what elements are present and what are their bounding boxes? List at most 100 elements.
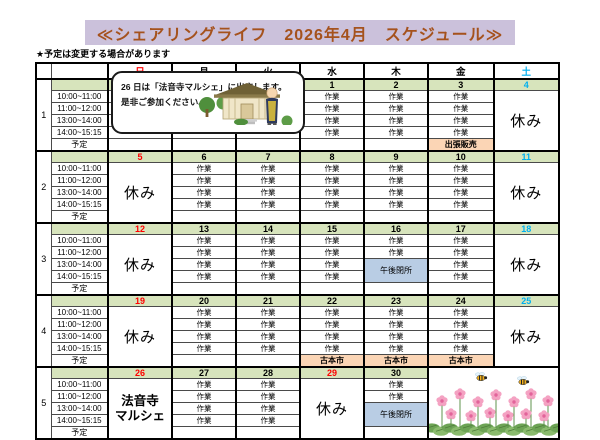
work-cell: 作業 xyxy=(171,414,237,427)
bubble-text-line1: 26 日は「法音寺マルシェ」に出店します。 xyxy=(121,82,287,92)
work-cell: 作業 xyxy=(299,306,365,319)
work-cell: 作業 xyxy=(299,90,365,103)
plan-row-label: 予定 xyxy=(50,138,109,152)
work-cell: 作業 xyxy=(363,162,429,175)
week-number: 4 xyxy=(35,294,52,368)
date-cell: 28 xyxy=(235,366,301,379)
date-cell: 13 xyxy=(171,222,237,235)
work-cell: 作業 xyxy=(427,198,494,211)
plan-empty-cell xyxy=(363,426,429,440)
page-title: ≪シェアリングライフ 2026年4月 スケジュール≫ xyxy=(85,20,515,45)
time-slot-label: 10:00~11:00 xyxy=(50,162,109,175)
work-cell: 作業 xyxy=(427,330,494,343)
work-cell: 作業 xyxy=(427,174,494,187)
time-slot-label: 14:00~15:15 xyxy=(50,126,109,139)
work-cell: 作業 xyxy=(235,306,301,319)
work-cell: 作業 xyxy=(299,258,365,271)
work-cell: 作業 xyxy=(235,414,301,427)
date-cell: 11 xyxy=(492,150,560,163)
rest-cell: 休み xyxy=(492,162,560,224)
plan-empty-cell xyxy=(363,210,429,224)
work-cell: 作業 xyxy=(171,378,237,391)
week3-row: 3 12 13 14 15 16 17 18 xyxy=(35,222,560,296)
plan-empty-cell xyxy=(171,138,237,152)
work-cell: 作業 xyxy=(427,102,494,115)
date-cell: 14 xyxy=(235,222,301,235)
plan-event-cell: 古本市 xyxy=(299,354,365,368)
time-slot-label: 13:00~14:00 xyxy=(50,330,109,343)
plan-empty-cell xyxy=(235,426,301,440)
day-header-土: 土 xyxy=(492,62,560,80)
work-cell: 作業 xyxy=(235,246,301,259)
rest-cell: 休み xyxy=(492,90,560,152)
work-cell: 作業 xyxy=(299,162,365,175)
date-cell: 1 xyxy=(299,78,365,91)
plan-empty-cell xyxy=(235,282,301,296)
time-slot-label: 14:00~15:15 xyxy=(50,414,109,427)
work-cell: 作業 xyxy=(235,390,301,403)
plan-empty-cell xyxy=(363,282,429,296)
plan-empty-cell xyxy=(171,354,237,368)
date-cell: 21 xyxy=(235,294,301,307)
work-cell: 作業 xyxy=(363,246,429,259)
work-cell: 作業 xyxy=(235,402,301,415)
week2-row: 10:00~11:00 休み 作業 作業 作業 作業 作業 休み xyxy=(36,162,560,224)
week-number: 3 xyxy=(35,222,52,296)
week1-row: 予定 出張販売 xyxy=(36,138,559,152)
date-cell: 22 xyxy=(299,294,365,307)
afternoon-closed-cell: 午後閉所 xyxy=(363,402,429,427)
corner-cell-time xyxy=(50,62,109,80)
rest-cell: 休み xyxy=(107,306,173,368)
week4-row: 予定 古本市 古本市 古本市 xyxy=(36,354,559,368)
work-cell: 作業 xyxy=(299,318,365,331)
work-cell: 作業 xyxy=(427,258,494,271)
work-cell: 作業 xyxy=(171,318,237,331)
work-cell: 作業 xyxy=(171,174,237,187)
bee-icon xyxy=(517,376,530,385)
work-cell: 作業 xyxy=(171,258,237,271)
plan-row-label: 予定 xyxy=(50,282,109,296)
work-cell: 作業 xyxy=(427,114,494,127)
plan-empty-cell xyxy=(427,210,494,224)
work-cell: 作業 xyxy=(299,126,365,139)
week5-row: 5 26 27 28 29 30 xyxy=(35,366,560,440)
bee-icon xyxy=(475,372,488,381)
work-cell: 作業 xyxy=(363,90,429,103)
week-number: 5 xyxy=(35,366,52,440)
work-cell: 作業 xyxy=(363,174,429,187)
week4-row: 11:00~12:00 作業 作業 作業 作業 作業 xyxy=(36,318,559,331)
date-row-spacer xyxy=(50,78,109,91)
work-cell: 作業 xyxy=(299,186,365,199)
plan-empty-cell xyxy=(171,210,237,224)
time-slot-label: 14:00~15:15 xyxy=(50,270,109,283)
date-cell: 6 xyxy=(171,150,237,163)
marche-announcement-bubble: 26 日は「法音寺マルシェ」に出店します。 是非ご参加ください。 xyxy=(111,71,305,134)
work-cell: 作業 xyxy=(171,234,237,247)
date-row-spacer xyxy=(50,294,109,307)
time-slot-label: 11:00~12:00 xyxy=(50,246,109,259)
date-cell: 10 xyxy=(427,150,494,163)
work-cell: 作業 xyxy=(299,246,365,259)
work-cell: 作業 xyxy=(235,330,301,343)
plan-row-label: 予定 xyxy=(50,426,109,440)
date-cell: 18 xyxy=(492,222,560,235)
plan-event-cell: 古本市 xyxy=(363,354,429,368)
work-cell: 作業 xyxy=(363,126,429,139)
work-cell: 作業 xyxy=(235,258,301,271)
work-cell: 作業 xyxy=(363,306,429,319)
date-row-spacer xyxy=(50,366,109,379)
date-row-spacer xyxy=(50,150,109,163)
date-cell: 20 xyxy=(171,294,237,307)
rest-cell: 休み xyxy=(107,162,173,224)
time-slot-label: 10:00~11:00 xyxy=(50,90,109,103)
date-cell: 27 xyxy=(171,366,237,379)
work-cell: 作業 xyxy=(235,174,301,187)
date-cell: 15 xyxy=(299,222,365,235)
week2-row: 13:00~14:00 作業 作業 作業 作業 作業 xyxy=(36,186,559,199)
work-cell: 作業 xyxy=(363,342,429,355)
week2-row: 2 5 6 7 8 9 10 11 xyxy=(35,150,560,224)
work-cell: 作業 xyxy=(299,114,365,127)
plan-event-cell: 古本市 xyxy=(427,354,494,368)
day-header-金: 金 xyxy=(427,62,494,80)
work-cell: 作業 xyxy=(427,270,494,283)
